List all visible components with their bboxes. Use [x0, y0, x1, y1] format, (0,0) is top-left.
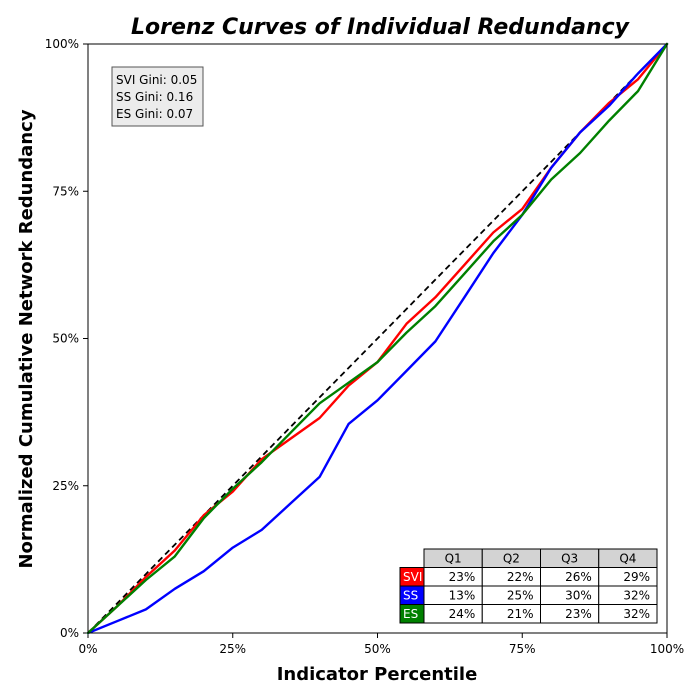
table-header-label: Q2 [503, 552, 520, 566]
plot-frame [87, 43, 668, 634]
chart-title: Lorenz Curves of Individual Redundancy [131, 15, 631, 40]
equality-line [87, 43, 668, 634]
y-tick-label: 100% [45, 37, 79, 51]
table-cell-value: 23% [449, 570, 476, 584]
table-cell-value: 32% [623, 607, 650, 621]
gini-svi: SVI Gini: 0.05 [116, 73, 197, 87]
table-header-label: Q3 [561, 552, 578, 566]
table-cell-value: 22% [507, 570, 534, 584]
gini-box-background [111, 66, 204, 127]
gini-es: ES Gini: 0.07 [116, 107, 193, 121]
series-group [86, 42, 669, 635]
y-tick-label: 0% [60, 626, 79, 640]
y-tick-label: 75% [52, 184, 79, 198]
table-cell-value: 30% [565, 589, 592, 603]
table-cell-value: 25% [507, 589, 534, 603]
table-header-label: Q4 [619, 552, 636, 566]
table-row-label: SS [403, 589, 418, 603]
series-line-es [86, 42, 669, 635]
series-line-ss [86, 42, 669, 635]
x-tick-label: 50% [364, 642, 391, 656]
table-row-label: ES [403, 607, 418, 621]
x-axis-label: Indicator Percentile [277, 664, 478, 685]
y-tick-label: 25% [52, 479, 79, 493]
table-cell-value: 23% [565, 607, 592, 621]
gini-ss: SS Gini: 0.16 [116, 90, 193, 104]
table-cell [598, 604, 658, 624]
table-cell-value: 24% [449, 607, 476, 621]
table-cell-value: 26% [565, 570, 592, 584]
y-axis-label: Normalized Cumulative Network Redundancy [16, 109, 37, 568]
table-cell-value: 13% [449, 589, 476, 603]
x-tick-label: 100% [650, 642, 684, 656]
table-cell-value: 32% [623, 589, 650, 603]
quartile-table: Q1 Q2 Q3 Q4 SVI 23% 22% 26% 29% SS 13% 25% 30% 32% ES 2… [399, 548, 658, 624]
table-cell-value: 29% [623, 570, 650, 584]
x-tick-label: 25% [219, 642, 246, 656]
table-header-label: Q1 [445, 552, 462, 566]
x-tick-label: 0% [78, 642, 97, 656]
x-tick-label: 75% [509, 642, 536, 656]
axis-ticks: 0% 25% 50% 75% 100% 0% 25% 50% 75% 100% [45, 37, 684, 656]
y-tick-label: 50% [52, 332, 79, 346]
table-cell-value: 21% [507, 607, 534, 621]
gini-box: SVI Gini: 0.05 SS Gini: 0.16 ES Gini: 0.… [111, 66, 204, 127]
table-row-label: SVI [403, 570, 422, 584]
